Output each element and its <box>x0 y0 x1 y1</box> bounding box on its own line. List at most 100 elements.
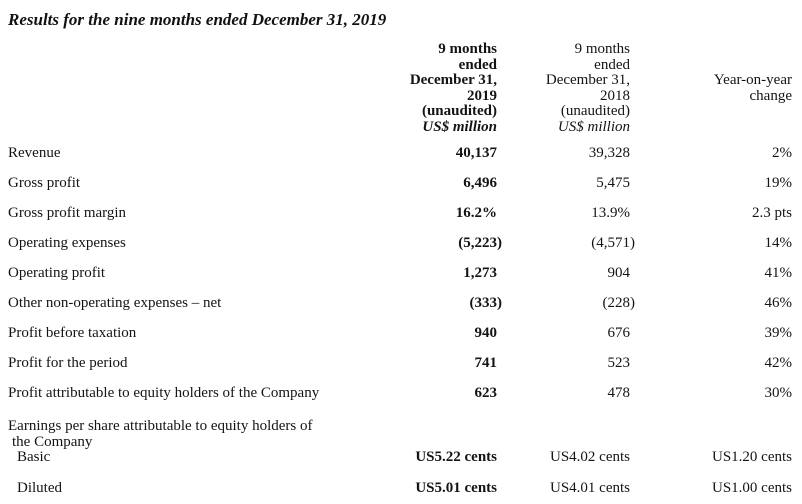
value-cell-prior: 5,475 <box>497 169 630 199</box>
column-header-line: December 31, <box>409 72 497 88</box>
value-yoy: 41% <box>764 265 793 282</box>
value-cell-yoy: 2.3 pts <box>630 199 792 229</box>
row-label: Gross profit <box>8 175 81 192</box>
value-yoy: US1.00 cents <box>712 479 792 496</box>
value-cell-yoy: 46% <box>630 289 793 319</box>
value-cell-current: 6,496 <box>378 169 497 199</box>
table-row: Basic US5.22 cents US4.02 cents US1.20 cent… <box>8 450 792 466</box>
results-table: 9 months ended December 31, 2019 (unaudited)… <box>8 41 792 496</box>
table-body: Revenue 40,137 39,328 2% Gross profit 6,496 5,… <box>8 139 792 496</box>
value-cell-current: 623 <box>378 379 498 409</box>
table-row: Gross profit 6,496 5,475 19% <box>8 169 792 199</box>
value-cell-yoy: US1.00 cents <box>630 466 792 496</box>
value-cell-current: 741 <box>378 349 498 379</box>
value-cell-current: 1,273 <box>378 259 497 289</box>
value-yoy: 19% <box>764 175 793 192</box>
value-yoy: 2% <box>772 145 792 162</box>
value-prior: 904 <box>607 265 631 282</box>
value-cell-prior <box>497 409 630 450</box>
value-prior: (228) <box>602 295 636 312</box>
value-current: 40,137 <box>455 145 497 162</box>
value-cell-yoy: US1.20 cents <box>630 450 792 466</box>
page-title: Results for the nine months ended Decemb… <box>8 10 387 29</box>
value-yoy: 39% <box>764 325 793 342</box>
row-label-line: Earnings per share attributable to equit… <box>8 418 313 434</box>
column-header-9m-2018: 9 months ended December 31, 2018 (unaudited)… <box>497 41 630 139</box>
value-current: (5,223) <box>458 235 502 252</box>
value-prior: 523 <box>607 355 631 372</box>
value-current: 623 <box>474 385 498 402</box>
column-header-line: US$ million <box>422 118 497 135</box>
value-cell-yoy: 14% <box>630 229 793 259</box>
value-cell-current: 940 <box>378 319 498 349</box>
column-header-line: 9 months <box>574 41 630 57</box>
row-label: Operating profit <box>8 265 106 282</box>
row-label-line: the Company <box>12 433 93 450</box>
value-current: 6,496 <box>463 175 497 192</box>
value-current: 1,273 <box>463 265 497 282</box>
table-row: Operating profit 1,273 904 41% <box>8 259 792 289</box>
row-label: Profit for the period <box>8 355 128 372</box>
value-yoy: 46% <box>764 295 793 312</box>
row-label: Basic <box>17 449 51 466</box>
column-header-line: 2018 <box>600 87 630 104</box>
value-cell-current: US5.22 cents <box>378 450 497 466</box>
value-yoy: 2.3 pts <box>751 205 792 222</box>
value-prior: (4,571) <box>591 235 635 252</box>
value-cell-current: (333) <box>378 289 503 319</box>
column-header-line: Year-on-year <box>713 72 792 88</box>
table-row: Profit for the period 741 523 42% <box>8 349 792 379</box>
value-current: (333) <box>469 295 503 312</box>
value-cell-current: 16.2% <box>378 199 497 229</box>
value-cell-prior: 478 <box>497 379 631 409</box>
value-current: US5.22 cents <box>415 449 497 466</box>
value-current: 940 <box>474 325 498 342</box>
table-row: Gross profit margin 16.2% 13.9% 2.3 pts <box>8 199 792 229</box>
value-prior: 39,328 <box>588 145 630 162</box>
value-cell-prior: US4.01 cents <box>497 466 630 496</box>
table-row: Diluted US5.01 cents US4.01 cents US1.00 ce… <box>8 466 792 496</box>
value-cell-prior: 523 <box>497 349 631 379</box>
value-yoy: 14% <box>764 235 793 252</box>
row-label: Gross profit margin <box>8 205 127 222</box>
column-header-line: (unaudited) <box>421 103 497 119</box>
value-cell-yoy: 41% <box>630 259 793 289</box>
value-prior: US4.02 cents <box>550 449 630 466</box>
row-label: Other non-operating expenses – net <box>8 295 222 312</box>
header-row: 9 months ended December 31, 2019 (unaudited)… <box>8 41 792 139</box>
column-header-line: 9 months <box>438 41 497 57</box>
value-cell-prior: (4,571) <box>497 229 635 259</box>
value-cell-yoy: 2% <box>630 139 792 169</box>
table-row: Revenue 40,137 39,328 2% <box>8 139 792 169</box>
value-cell-yoy <box>630 409 792 450</box>
value-yoy: US1.20 cents <box>712 449 792 466</box>
row-label: Operating expenses <box>8 235 126 252</box>
value-current: 16.2% <box>455 205 497 222</box>
value-cell-yoy: 39% <box>630 319 793 349</box>
value-current: US5.01 cents <box>415 479 497 496</box>
value-cell-prior: (228) <box>497 289 636 319</box>
column-header-line: ended <box>594 56 630 73</box>
row-label: Earnings per share attributable to equit… <box>8 409 378 450</box>
table-header: 9 months ended December 31, 2019 (unaudited)… <box>8 41 792 139</box>
value-cell-current: US5.01 cents <box>378 466 497 496</box>
value-cell-prior: 904 <box>497 259 631 289</box>
value-current: 741 <box>474 355 498 372</box>
column-header-line: 2019 <box>467 87 497 104</box>
value-cell-yoy: 19% <box>630 169 793 199</box>
value-cell-prior: 39,328 <box>497 139 630 169</box>
value-cell-current: 40,137 <box>378 139 497 169</box>
column-header-line: US$ million <box>557 118 630 135</box>
column-header-line: (unaudited) <box>560 103 630 119</box>
row-label: Profit before taxation <box>8 325 137 342</box>
table-row: Operating expenses (5,223) (4,571) 14% <box>8 229 792 259</box>
value-yoy: 30% <box>764 385 793 402</box>
value-prior: 676 <box>607 325 631 342</box>
column-header-yoy-change: Year-on-year change <box>630 42 792 139</box>
value-yoy: 42% <box>764 355 793 372</box>
row-label: Diluted <box>17 479 62 496</box>
value-cell-yoy: 42% <box>630 349 793 379</box>
value-cell-prior: 13.9% <box>497 199 630 229</box>
value-cell-current: (5,223) <box>378 229 502 259</box>
